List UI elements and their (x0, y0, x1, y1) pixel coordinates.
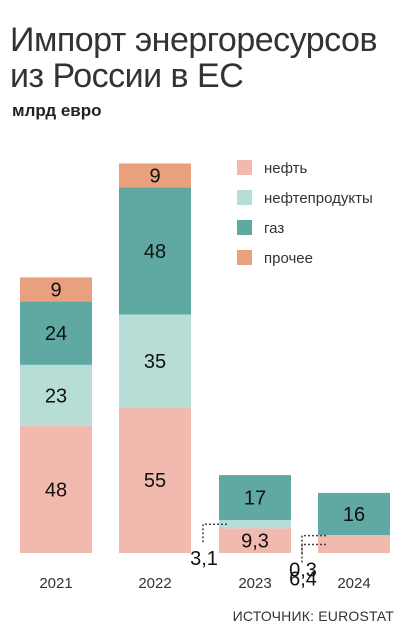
bar-2024-oil-products (318, 535, 390, 537)
bars-layer: 48 23 24 9 55 35 48 9 9,3 3,1 17 6,40,3 16 (20, 163, 390, 591)
bar-label-2021-other: 9 (50, 279, 61, 301)
x-axis-labels: 2021 2022 2023 2024 (39, 575, 370, 592)
bar-2021-oil-products (20, 364, 92, 426)
bar-label-2024-oil-products: 0,3 (289, 560, 317, 582)
bar-label-2021-oil-products: 23 (45, 385, 67, 407)
chart-title: Импорт энергоресурсов из России в ЕС (10, 22, 405, 94)
source-note: ИСТОЧНИК: EUROSTAT (232, 608, 394, 624)
chart-title-line-1: Импорт энергоресурсов (10, 21, 378, 59)
bar-label-2023-oil: 9,3 (241, 531, 269, 553)
bar-2024-oil (318, 536, 390, 553)
bar-label-2022-other: 9 (149, 165, 160, 187)
bar-label-2021-gas: 24 (45, 323, 67, 345)
bar-label-2022-oil-products: 35 (144, 351, 166, 373)
unit-label: млрд евро (12, 101, 102, 120)
bar-2022-oil-products (119, 314, 191, 408)
bar-2021-gas (20, 301, 92, 365)
legend: нефть нефтепродукты газ прочее (237, 160, 373, 267)
bar-label-2022-oil: 55 (144, 470, 166, 492)
legend-swatch-gas (237, 220, 252, 235)
bar-2021-oil (20, 425, 92, 553)
chart-title-line-2: из России в ЕС (10, 57, 244, 95)
x-tick-label-2021: 2021 (39, 575, 72, 592)
legend-label-oil: нефть (264, 160, 308, 177)
legend-label-oil-products: нефтепродукты (264, 190, 373, 207)
bar-2022-other (119, 163, 191, 188)
bar-label-2024-gas: 16 (343, 504, 365, 526)
bar-2022-oil (119, 407, 191, 553)
legend-swatch-oil (237, 160, 252, 175)
bar-2024-gas (318, 492, 390, 536)
leader-line-2024-oil-products (301, 534, 326, 556)
legend-swatch-other (237, 250, 252, 265)
bar-label-2022-gas: 48 (144, 241, 166, 263)
legend-label-other: прочее (264, 250, 313, 267)
bar-2023-gas (219, 475, 291, 521)
bar-2023-oil (219, 528, 291, 553)
leader-line-2023-oil-products (202, 523, 227, 545)
x-tick-label-2024: 2024 (337, 575, 370, 592)
x-tick-label-2022: 2022 (138, 575, 171, 592)
bar-2023-oil-products (219, 520, 291, 529)
bar-2022-gas (119, 187, 191, 315)
legend-swatch-oil-products (237, 190, 252, 205)
bar-label-2023-gas: 17 (244, 488, 266, 510)
legend-label-gas: газ (264, 220, 284, 237)
bar-label-2024-oil: 6,4 (289, 569, 317, 591)
bar-label-2023-oil-products: 3,1 (190, 548, 218, 570)
bar-2021-other (20, 277, 92, 302)
x-tick-label-2023: 2023 (238, 575, 271, 592)
bar-label-2021-oil: 48 (45, 479, 67, 501)
